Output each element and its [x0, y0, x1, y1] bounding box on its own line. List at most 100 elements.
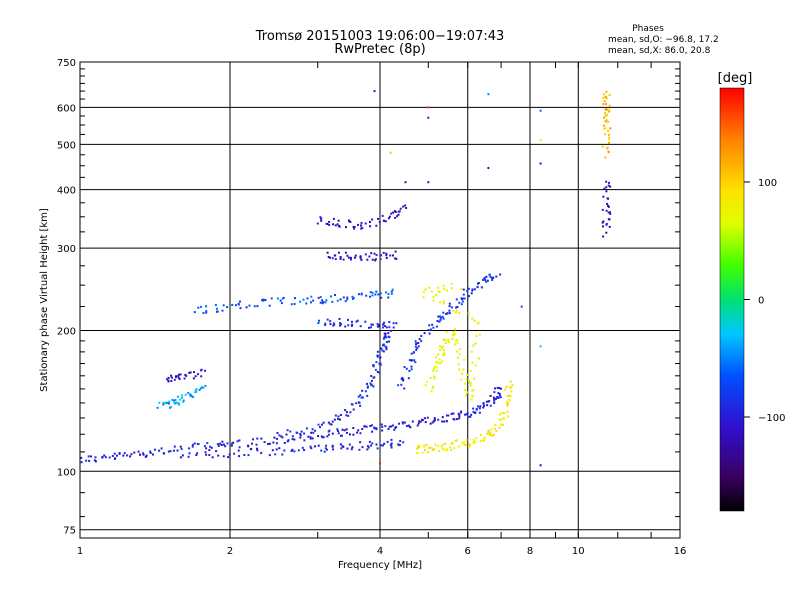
scatter-point	[173, 445, 176, 448]
scatter-point	[279, 299, 282, 302]
scatter-point	[609, 127, 612, 130]
scatter-point	[243, 454, 246, 456]
scatter-point	[421, 452, 424, 454]
x-tick-label: 2	[227, 546, 233, 557]
scatter-point	[234, 304, 237, 307]
scatter-point	[366, 386, 369, 389]
scatter-point	[450, 412, 453, 415]
scatter-point	[162, 401, 165, 404]
scatter-point	[177, 402, 180, 405]
scatter-point	[458, 413, 461, 416]
scatter-point	[603, 187, 606, 190]
scatter-point	[487, 93, 490, 96]
scatter-point	[605, 180, 608, 183]
scatter-point	[385, 254, 388, 257]
scatter-point	[311, 428, 314, 431]
scatter-point	[188, 447, 191, 450]
scatter-point	[394, 257, 397, 260]
scatter-point	[256, 305, 259, 308]
scatter-point	[408, 359, 411, 361]
scatter-point	[245, 306, 248, 309]
scatter-point	[370, 383, 373, 386]
scatter-point	[366, 445, 369, 448]
scatter-point	[370, 375, 373, 377]
scatter-point	[182, 399, 185, 402]
scatter-point	[233, 452, 236, 455]
scatter-point	[85, 459, 88, 462]
scatter-point	[456, 356, 459, 359]
scatter-point	[470, 292, 473, 295]
scatter-point	[326, 435, 329, 438]
scatter-point	[472, 344, 475, 347]
scatter-point	[397, 443, 400, 446]
scatter-point	[416, 347, 419, 350]
scatter-point	[424, 384, 427, 387]
scatter-point	[187, 391, 190, 394]
scatter-point	[364, 390, 367, 393]
scatter-point	[455, 418, 458, 421]
scatter-point	[179, 373, 182, 376]
scatter-point	[327, 421, 330, 424]
scatter-point	[202, 312, 205, 315]
scatter-point	[607, 129, 610, 132]
x-axis-label: Frequency [MHz]	[338, 560, 422, 571]
scatter-point	[320, 449, 323, 452]
scatter-point	[485, 280, 488, 283]
scatter-point	[405, 425, 408, 427]
scatter-point	[385, 346, 388, 349]
scatter-point	[346, 296, 349, 299]
scatter-point	[194, 375, 197, 378]
scatter-point	[356, 431, 358, 434]
scatter-point	[428, 324, 431, 327]
scatter-point	[191, 443, 194, 446]
scatter-point	[404, 421, 406, 424]
scatter-point	[410, 368, 413, 371]
scatter-point	[401, 421, 404, 424]
scatter-point	[286, 429, 289, 432]
scatter-point	[492, 433, 495, 436]
scatter-point	[456, 341, 459, 344]
scatter-point	[422, 296, 425, 299]
scatter-point	[428, 286, 431, 289]
scatter-point	[290, 303, 293, 306]
scatter-point	[442, 443, 445, 446]
scatter-point	[299, 436, 302, 439]
scatter-point	[442, 353, 445, 356]
scatter-point	[385, 340, 388, 343]
scatter-point	[465, 378, 468, 381]
scatter-point	[605, 190, 608, 193]
scatter-point	[205, 311, 208, 314]
scatter-point	[601, 145, 604, 148]
scatter-point	[342, 296, 345, 299]
scatter-point	[334, 258, 337, 261]
scatter-point	[359, 394, 362, 397]
scatter-point	[605, 119, 608, 122]
scatter-point	[418, 444, 421, 447]
colorbar-tick-label: −100	[758, 413, 785, 424]
scatter-point	[603, 116, 606, 119]
scatter-point	[352, 296, 355, 299]
scatter-point	[137, 450, 140, 453]
scatter-point	[487, 431, 490, 434]
scatter-point	[94, 456, 97, 459]
scatter-point	[93, 459, 96, 462]
scatter-point	[468, 380, 471, 383]
scatter-point	[497, 392, 500, 395]
scatter-point	[602, 195, 605, 198]
scatter-point	[500, 423, 503, 426]
scatter-point	[457, 363, 460, 366]
scatter-point	[332, 217, 335, 220]
scatter-point	[192, 396, 195, 399]
scatter-point	[461, 372, 464, 375]
scatter-point	[473, 377, 476, 380]
scatter-point	[349, 256, 352, 259]
scatter-point	[360, 258, 363, 261]
scatter-point	[371, 323, 374, 326]
scatter-point	[498, 387, 501, 389]
scatter-point	[379, 292, 382, 295]
scatter-point	[460, 378, 463, 381]
scatter-point	[253, 305, 256, 308]
y-tick-label: 750	[57, 58, 76, 69]
scatter-point	[360, 221, 363, 224]
